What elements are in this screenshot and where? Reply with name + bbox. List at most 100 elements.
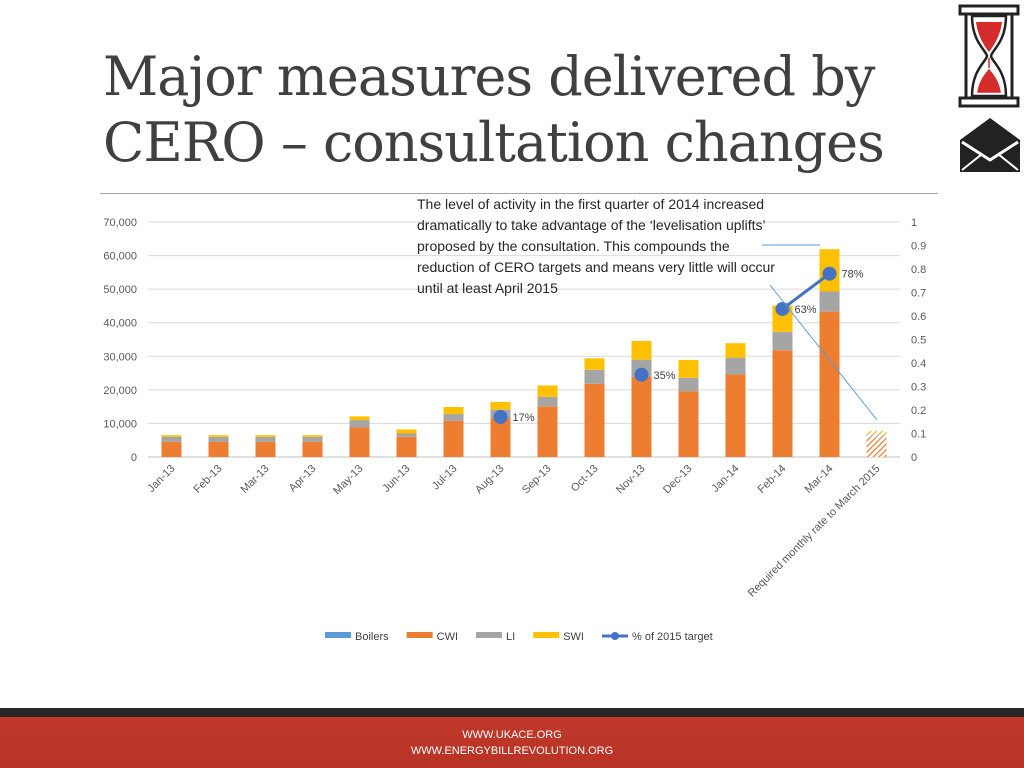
- target-point-label: 17%: [513, 412, 535, 424]
- x-tick-label: Mar-13: [238, 463, 271, 496]
- bar-segment-li: [678, 377, 699, 392]
- x-tick-label: Mar-14: [802, 463, 835, 496]
- target-point: [493, 410, 508, 425]
- x-tick-label: Feb-13: [191, 463, 224, 496]
- bar-segment-swi: [584, 358, 605, 370]
- annotation-pointer-2: [769, 284, 878, 421]
- bar-segment-cwi: [537, 406, 558, 457]
- target-line-segment: [781, 272, 831, 311]
- y-right-tick-label: 0.1: [911, 429, 926, 441]
- x-tick-label: Apr-13: [287, 463, 319, 495]
- target-point-label: 63%: [795, 304, 817, 316]
- envelope-house-icon[interactable]: [958, 116, 1022, 174]
- y-right-tick-label: 0.7: [911, 288, 926, 300]
- footer-link-energybillrevolution[interactable]: WWW.ENERGYBILLREVOLUTION.ORG: [410, 745, 614, 757]
- x-tick-label: Aug-13: [473, 463, 507, 497]
- legend-label: Boilers: [355, 631, 389, 643]
- y-left-tick-label: 40,000: [103, 318, 137, 330]
- y-right-tick-label: 0.8: [911, 264, 926, 276]
- target-point-label: 35%: [654, 370, 676, 382]
- x-tick-label: Jan-13: [145, 463, 177, 495]
- bar-segment-li: [443, 414, 464, 421]
- bar-segment-swi: [349, 416, 370, 421]
- title-divider: [100, 193, 938, 194]
- bar-segment-swi: [161, 435, 182, 437]
- legend-swatch: [476, 632, 503, 638]
- x-tick-label: Jun-13: [380, 463, 412, 495]
- legend-swatch: [406, 632, 433, 638]
- y-left-tick-label: 10,000: [103, 418, 137, 430]
- y-left-tick-label: 70,000: [103, 217, 137, 229]
- y-right-tick-label: 0: [911, 452, 917, 464]
- legend-label: LI: [506, 631, 515, 643]
- y-right-tick-label: 1: [911, 217, 917, 229]
- bar-segment-cwi: [255, 441, 276, 457]
- combo-chart: 17% 35% 63% 78% 0 10,000 20,000 30,000 40,000 50…: [103, 217, 926, 643]
- bar-segment-cwi: [490, 418, 511, 457]
- bar-segment-cwi: [584, 383, 605, 457]
- bar-segment-swi: [866, 430, 887, 435]
- bar-segment-cwi: [208, 441, 229, 457]
- target-point-label: 78%: [842, 269, 864, 281]
- x-tick-label: Feb-14: [755, 463, 788, 496]
- bar-segment-li: [866, 434, 887, 438]
- bar-segment-li: [349, 420, 370, 428]
- x-tick-label: Jan-14: [709, 463, 741, 495]
- bar-segment-swi: [678, 359, 699, 378]
- target-point: [634, 367, 649, 382]
- bar-segment-cwi: [443, 420, 464, 457]
- footer-link-ukace[interactable]: WWW.UKACE.ORG: [462, 729, 562, 741]
- bar-segment-cwi: [349, 427, 370, 457]
- bar-segment-cwi: [396, 436, 417, 457]
- y-right-tick-label: 0.4: [911, 358, 926, 370]
- title-line-1: Major measures delivered by: [103, 45, 875, 108]
- footer-band: [0, 708, 1024, 717]
- slide-title: Major measures delivered by CERO – consu…: [103, 44, 943, 176]
- y-left-tick-label: 50,000: [103, 284, 137, 296]
- bar-segment-swi: [396, 429, 417, 434]
- bar-segment-swi: [631, 340, 652, 360]
- bar-segment-li: [772, 331, 793, 351]
- y-right-tick-label: 0.5: [911, 335, 926, 347]
- legend-label: SWI: [563, 631, 584, 643]
- bars: [161, 249, 887, 457]
- y-right-tick-label: 0.3: [911, 382, 926, 394]
- legend: Boilers CWI LI SWI % of 2015 target: [325, 631, 713, 643]
- target-point: [822, 266, 837, 281]
- bar-segment-li: [584, 369, 605, 384]
- bar-segment-li: [537, 396, 558, 407]
- bar-segment-li: [208, 436, 229, 442]
- y-right-tick-label: 0.2: [911, 405, 926, 417]
- y-left-tick-label: 20,000: [103, 385, 137, 397]
- bar-segment-cwi: [678, 391, 699, 457]
- x-tick-label: Sep-13: [520, 463, 554, 497]
- y-left-tick-label: 60,000: [103, 251, 137, 263]
- legend-marker: [610, 632, 619, 640]
- bar-segment-cwi: [725, 374, 746, 457]
- x-tick-label: Oct-13: [569, 463, 601, 495]
- bar-segment-swi: [255, 435, 276, 437]
- legend-label: CWI: [437, 631, 458, 643]
- bar-segment-swi: [208, 435, 229, 437]
- bar-segment-swi: [537, 385, 558, 397]
- hourglass-icon[interactable]: [956, 4, 1022, 108]
- bar-segment-swi: [725, 343, 746, 358]
- bar-segment-cwi: [819, 311, 840, 457]
- bar-segment-cwi: [772, 350, 793, 457]
- target-point: [775, 301, 790, 316]
- y-left-tick-label: 0: [131, 452, 137, 464]
- y-right-tick-label: 0.6: [911, 311, 926, 323]
- bar-segment-cwi: [631, 376, 652, 457]
- x-tick-label: Dec-13: [661, 463, 695, 497]
- x-tick-label: May-13: [331, 463, 365, 497]
- legend-swatch: [325, 632, 351, 638]
- bar-segment-swi: [443, 406, 464, 415]
- bar-segment-li: [819, 291, 840, 312]
- bar-segment-swi: [302, 435, 323, 437]
- legend-swatch: [533, 632, 560, 638]
- bar-segment-cwi: [302, 441, 323, 457]
- bar-segment-cwi: [866, 437, 887, 457]
- footer: WWW.UKACE.ORG WWW.ENERGYBILLREVOLUTION.O…: [0, 717, 1024, 768]
- bar-segment-li: [396, 433, 417, 437]
- legend-label: % of 2015 target: [632, 631, 713, 643]
